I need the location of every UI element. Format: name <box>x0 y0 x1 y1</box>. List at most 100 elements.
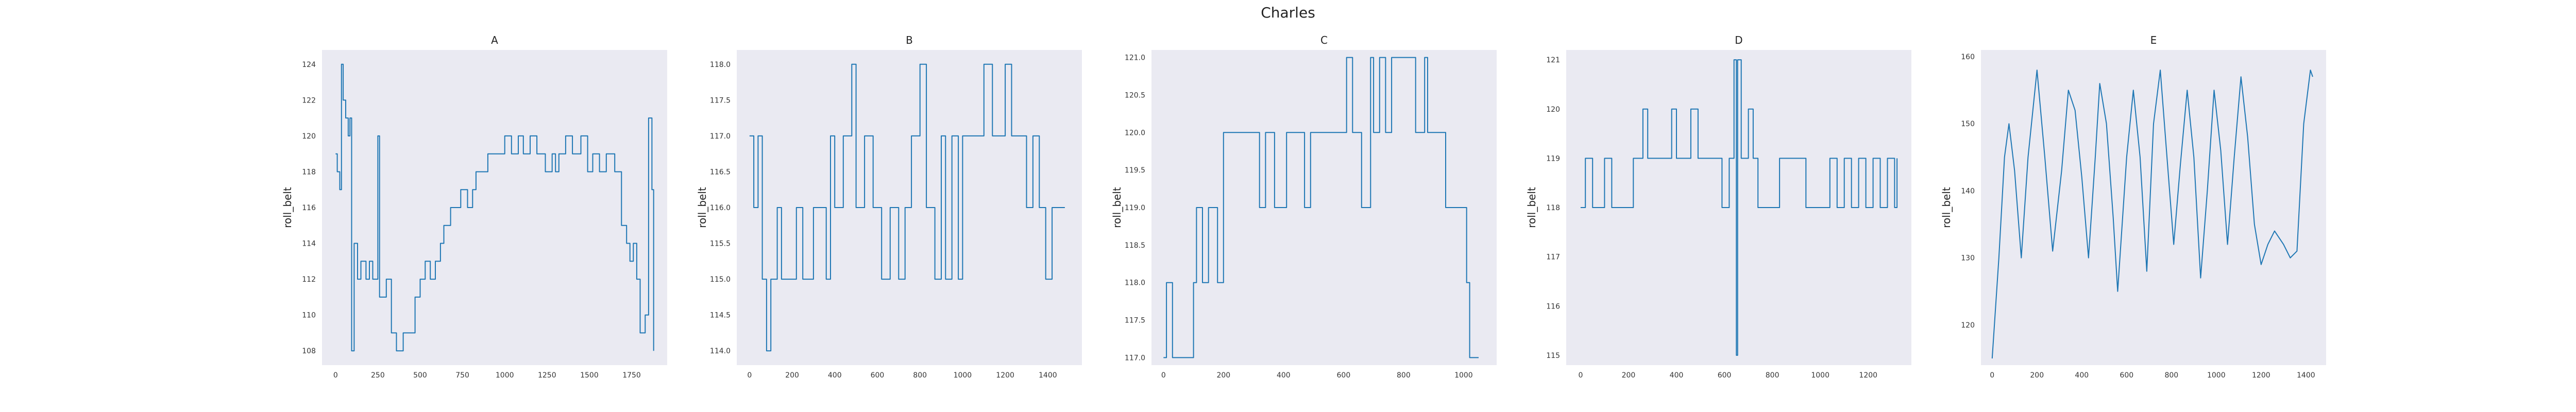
y-tick-label: 120.5 <box>1125 91 1145 99</box>
y-tick-label: 120 <box>1546 106 1560 114</box>
x-tick-label: 0 <box>1990 371 1994 380</box>
x-tick-label: 400 <box>1277 371 1291 380</box>
plot-area-a <box>322 50 667 365</box>
y-axis-label-b: roll_belt <box>696 187 708 228</box>
y-axis-label-d: roll_belt <box>1526 187 1538 228</box>
y-tick-label: 120 <box>1961 321 1975 330</box>
y-tick-label: 115.0 <box>710 276 731 284</box>
y-tick-label: 114.5 <box>710 312 731 320</box>
x-tick-label: 400 <box>1670 371 1684 380</box>
figure-suptitle: Charles <box>1261 4 1315 21</box>
x-tick-label: 400 <box>2075 371 2089 380</box>
y-tick-label: 118.5 <box>1125 242 1145 250</box>
y-axis-label-c: roll_belt <box>1111 187 1123 228</box>
x-tick-label: 600 <box>871 371 885 380</box>
x-tick-label: 1400 <box>2297 371 2315 380</box>
x-tick-label: 1200 <box>1859 371 1877 380</box>
x-tick-label: 200 <box>785 371 799 380</box>
x-tick-label: 1750 <box>622 371 641 380</box>
x-tick-label: 800 <box>1766 371 1780 380</box>
y-tick-label: 108 <box>302 347 316 355</box>
x-tick-label: 1200 <box>996 371 1014 380</box>
y-tick-label: 120 <box>302 132 316 141</box>
y-tick-label: 115.5 <box>710 240 731 248</box>
y-tick-label: 150 <box>1961 120 1975 128</box>
y-tick-label: 119.0 <box>1125 204 1145 212</box>
y-tick-label: 117.5 <box>1125 317 1145 325</box>
y-tick-label: 119.5 <box>1125 166 1145 175</box>
y-tick-label: 121 <box>1546 56 1560 64</box>
y-tick-label: 116.5 <box>710 168 731 176</box>
x-tick-label: 250 <box>371 371 385 380</box>
y-tick-label: 116.0 <box>710 204 731 212</box>
y-tick-label: 110 <box>302 312 316 320</box>
chart-title-b: B <box>906 34 913 46</box>
chart-title-d: D <box>1735 34 1742 46</box>
x-tick-label: 200 <box>1622 371 1636 380</box>
x-tick-label: 1200 <box>2252 371 2270 380</box>
x-tick-label: 800 <box>913 371 927 380</box>
y-tick-label: 122 <box>302 96 316 105</box>
x-tick-label: 600 <box>1337 371 1351 380</box>
x-tick-label: 0 <box>1161 371 1166 380</box>
x-tick-label: 1250 <box>538 371 556 380</box>
x-tick-label: 1000 <box>1454 371 1473 380</box>
series-line-e <box>1991 70 2313 359</box>
plot-area-e <box>1981 50 2326 365</box>
chart-title-e: E <box>2150 34 2157 46</box>
x-tick-label: 0 <box>1578 371 1583 380</box>
y-tick-label: 118.0 <box>1125 279 1145 287</box>
y-tick-label: 117.5 <box>710 96 731 105</box>
x-tick-label: 1000 <box>496 371 514 380</box>
y-tick-label: 119 <box>1546 154 1560 163</box>
plot-area-c <box>1151 50 1497 365</box>
chart-title-a: A <box>491 34 498 46</box>
x-tick-label: 0 <box>747 371 752 380</box>
series-line-a <box>335 63 654 352</box>
y-tick-label: 116 <box>1546 302 1560 311</box>
y-tick-label: 124 <box>302 61 316 69</box>
x-tick-label: 200 <box>1216 371 1230 380</box>
x-tick-label: 800 <box>2164 371 2178 380</box>
series-line-d <box>1580 59 1898 356</box>
series-line-b <box>749 63 1065 352</box>
y-tick-label: 117.0 <box>1125 354 1145 362</box>
x-tick-label: 750 <box>455 371 469 380</box>
x-tick-label: 200 <box>2030 371 2044 380</box>
chart-title-c: C <box>1320 34 1328 46</box>
y-axis-label-a: roll_belt <box>281 187 294 228</box>
y-tick-label: 118 <box>1546 204 1560 212</box>
y-tick-label: 140 <box>1961 187 1975 195</box>
x-tick-label: 1400 <box>1039 371 1057 380</box>
x-tick-label: 1000 <box>2207 371 2226 380</box>
y-tick-label: 118.0 <box>710 61 731 69</box>
y-tick-label: 114 <box>302 240 316 248</box>
x-tick-label: 1000 <box>1811 371 1829 380</box>
x-tick-label: 1500 <box>580 371 599 380</box>
x-tick-label: 800 <box>1397 371 1411 380</box>
y-tick-label: 112 <box>302 276 316 284</box>
x-tick-label: 400 <box>828 371 842 380</box>
y-tick-label: 160 <box>1961 53 1975 61</box>
x-tick-label: 600 <box>2120 371 2133 380</box>
y-tick-label: 116 <box>302 204 316 212</box>
y-tick-label: 118 <box>302 168 316 176</box>
x-tick-label: 600 <box>1718 371 1732 380</box>
y-tick-label: 115 <box>1546 352 1560 360</box>
x-tick-label: 500 <box>413 371 427 380</box>
y-tick-label: 117 <box>1546 253 1560 262</box>
y-tick-label: 117.0 <box>710 132 731 141</box>
series-line-c <box>1163 57 1479 358</box>
y-tick-label: 121.0 <box>1125 54 1145 62</box>
y-tick-label: 114.0 <box>710 347 731 355</box>
x-tick-label: 0 <box>333 371 338 380</box>
y-tick-label: 130 <box>1961 254 1975 263</box>
y-axis-label-e: roll_belt <box>1940 187 1953 228</box>
